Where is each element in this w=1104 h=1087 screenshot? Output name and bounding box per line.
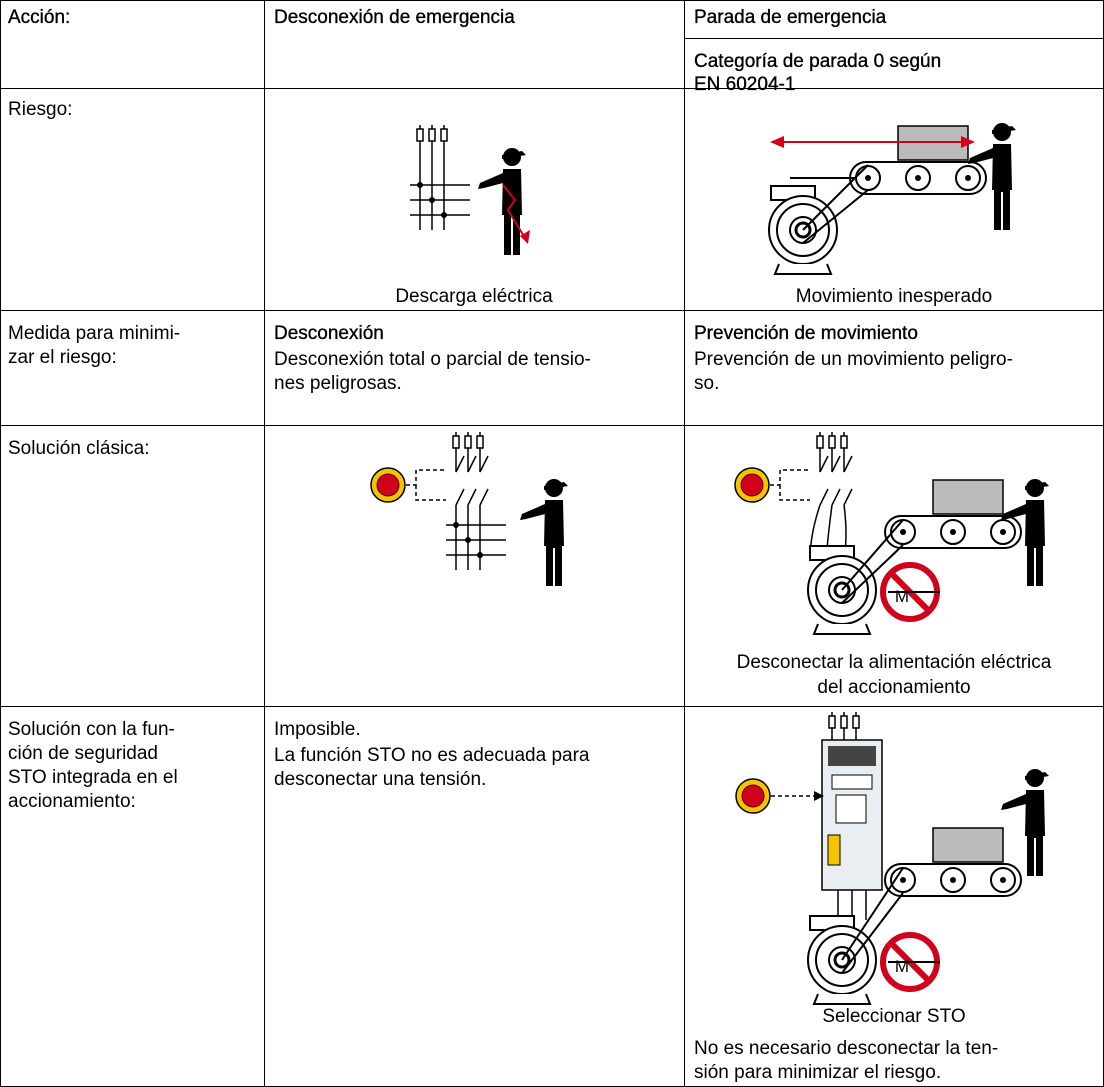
sto-illustration (735, 711, 1049, 1006)
row-label: STO integrada en el (8, 767, 178, 788)
classic-shutdown-illustration (370, 431, 568, 586)
header-cell: Acción: (8, 7, 71, 28)
cell-text: sión para minimizar el riesgo. (694, 1062, 942, 1083)
row-label: Medida para minimi- (8, 323, 181, 344)
cell-text: desconectar una tensión. (274, 769, 487, 790)
caption: Desconectar la alimentación eléctrica (736, 652, 1052, 673)
sign-label: M (895, 587, 909, 606)
row-label: Solución clásica: (8, 438, 150, 459)
caption: Movimiento inesperado (795, 286, 993, 307)
cell-heading: Prevención de movimiento (694, 323, 918, 344)
cell-heading: Desconexión (274, 323, 384, 344)
cell-text: Prevención de un movimiento peligro- (694, 349, 1013, 370)
row-label: Solución con la fun- (8, 719, 175, 740)
header-cell: Desconexión de emergencia (274, 7, 515, 28)
row-label: ción de seguridad (8, 743, 158, 764)
header-cell: Parada de emergencia (694, 7, 887, 28)
subheader-line: EN 60204-1 (694, 74, 796, 95)
classic-stop-illustration (734, 431, 1049, 636)
subheader-line: Categoría de parada 0 según (694, 51, 942, 72)
shock-illustration (410, 124, 530, 255)
cell-text: Imposible. (274, 719, 361, 740)
caption: Descarga eléctrica (395, 286, 553, 307)
cell-text: No es necesario desconectar la ten- (694, 1038, 999, 1059)
caption: Seleccionar STO (822, 1006, 966, 1027)
row-label: accionamiento: (8, 791, 136, 812)
row-label: Riesgo: (8, 99, 73, 120)
cell-text: nes peligrosas. (274, 373, 402, 394)
caption: del accionamiento (817, 677, 971, 698)
row-label: zar el riesgo: (8, 347, 117, 368)
movement-illustration (767, 123, 1016, 276)
cell-text: La función STO no es adecuada para (274, 745, 590, 766)
sign-label: M (895, 957, 909, 976)
cell-text: so. (694, 373, 720, 394)
cell-text: Desconexión total o parcial de tensio- (274, 349, 591, 370)
